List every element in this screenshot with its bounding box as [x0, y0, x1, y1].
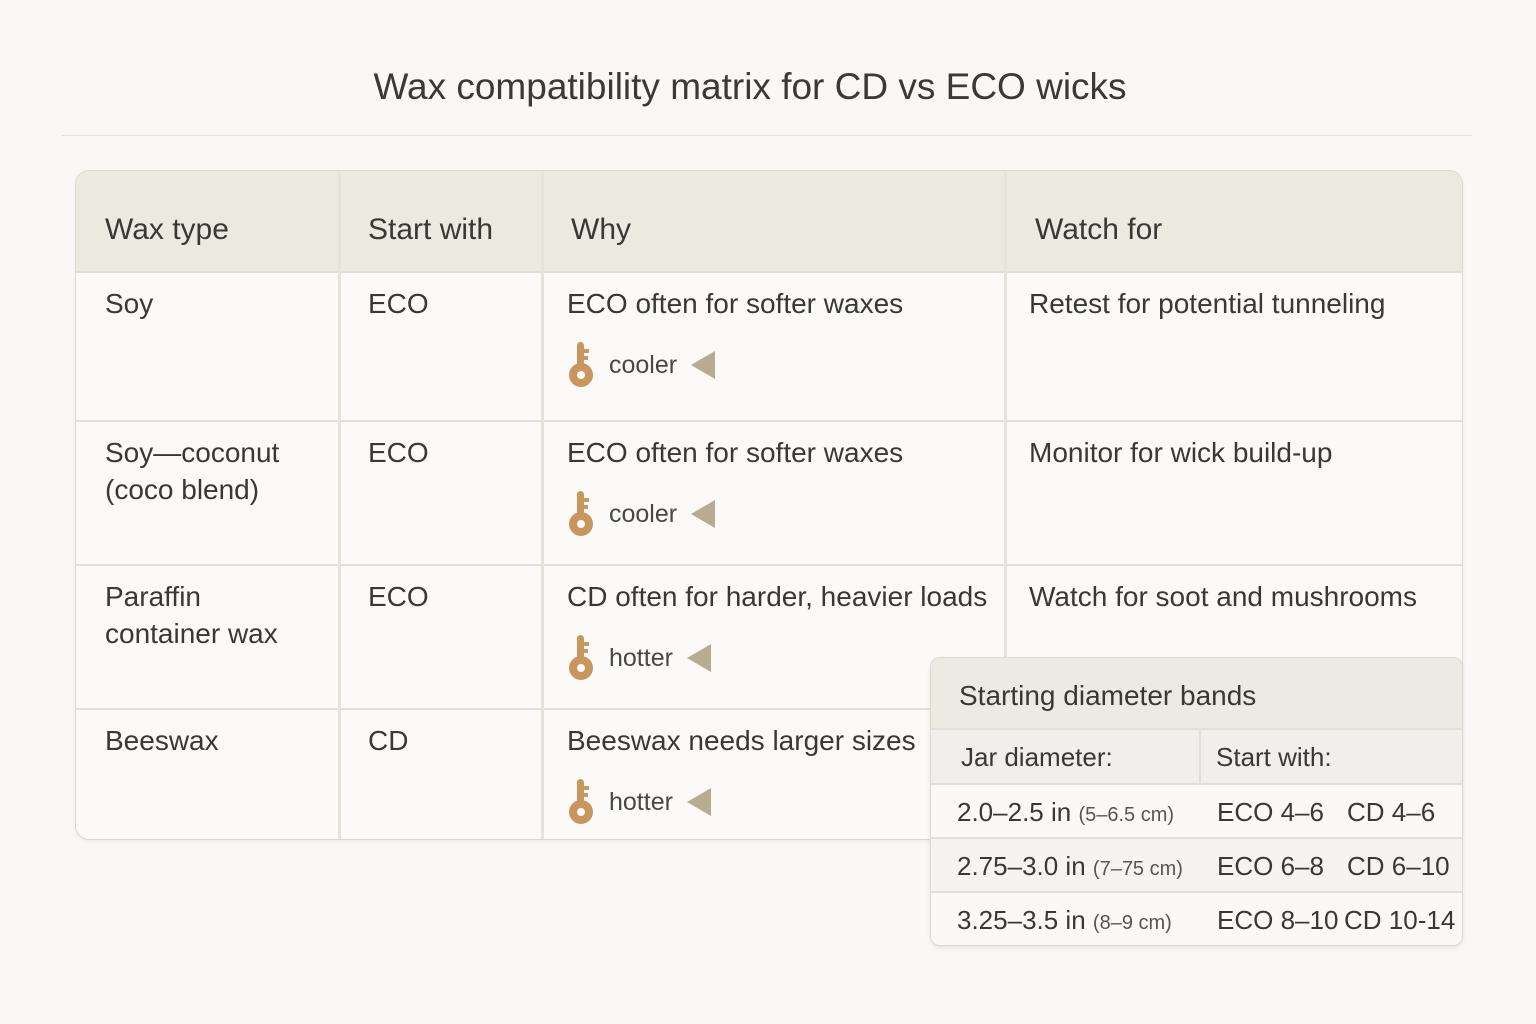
band-eco: ECO 4–6: [1217, 797, 1324, 827]
band-row: 2.0–2.5 in (5–6.5 cm) ECO 4–6 CD 4–6: [931, 783, 1462, 837]
cell-wax-type: Soy: [76, 271, 339, 420]
header-why: Why: [542, 171, 1006, 271]
header-wax-type: Wax type: [76, 171, 339, 271]
cell-wax-type: Soy—coconut (coco blend): [76, 420, 339, 564]
cell-start-with: ECO: [339, 420, 542, 564]
header-start-with: Start with:: [1216, 742, 1332, 772]
band-cd: CD 6–10: [1347, 851, 1450, 881]
band-diameter: 3.25–3.5 in (8–9 cm): [957, 905, 1172, 935]
header-jar-diameter: Jar diameter:: [961, 742, 1113, 772]
band-row: 2.75–3.0 in (7–75 cm) ECO 6–8 CD 6–10: [931, 837, 1462, 891]
triangle-left-icon: [691, 351, 716, 379]
why-text: ECO often for softer waxes: [567, 437, 904, 468]
why-text: Beeswax needs larger sizes: [567, 725, 916, 756]
bands-header-row: Jar diameter: Start with:: [931, 728, 1462, 783]
band-row: 3.25–3.5 in (8–9 cm) ECO 8–10 CD 10-14: [931, 891, 1462, 945]
temperature-tag: cooler: [567, 491, 1006, 537]
temperature-label: hotter: [609, 643, 673, 672]
temperature-tag: hotter: [567, 779, 1006, 825]
band-diameter: 2.0–2.5 in (5–6.5 cm): [957, 797, 1175, 827]
key-icon: [569, 342, 593, 387]
key-icon: [569, 491, 593, 536]
cell-why: ECO often for softer waxes cooler: [542, 420, 1006, 564]
cell-watch-for: Watch for soot and mushrooms: [1006, 564, 1462, 708]
cell-why: CD often for harder, heavier loads hotter: [542, 564, 1006, 708]
cell-watch-for: Retest for potential tunneling: [1006, 271, 1462, 420]
cell-start-with: ECO: [339, 564, 542, 708]
key-icon: [569, 779, 593, 824]
header-watch-for: Watch for: [1006, 171, 1462, 271]
compatibility-table: Wax type Start with Why Watch for Soy ECO…: [75, 170, 1463, 840]
why-text: CD often for harder, heavier loads: [567, 581, 988, 612]
cell-why: ECO often for softer waxes cooler: [542, 271, 1006, 420]
band-eco: ECO 6–8: [1217, 851, 1324, 881]
temperature-label: cooler: [609, 499, 678, 528]
temperature-label: hotter: [609, 787, 673, 816]
temperature-tag: hotter: [567, 635, 1006, 681]
column-divider: [338, 171, 341, 839]
triangle-left-icon: [686, 644, 711, 672]
why-text: ECO often for softer waxes: [567, 288, 904, 319]
temperature-label: cooler: [609, 350, 678, 379]
column-divider: [1004, 171, 1007, 839]
triangle-left-icon: [686, 788, 711, 816]
column-divider: [541, 171, 544, 839]
band-diameter: 2.75–3.0 in (7–75 cm): [957, 851, 1183, 881]
temperature-tag: cooler: [567, 342, 1006, 388]
bands-title: Starting diameter bands: [931, 658, 1462, 728]
key-icon: [569, 635, 593, 680]
cell-wax-type: Paraffin container wax: [76, 564, 339, 708]
cell-watch-for: Monitor for wick build-up: [1006, 420, 1462, 564]
header-start-with: Start with: [339, 171, 542, 271]
cell-wax-type: Beeswax: [76, 708, 339, 839]
page-title: Wax compatibility matrix for CD vs ECO w…: [373, 66, 1127, 107]
triangle-left-icon: [691, 500, 716, 528]
band-eco: ECO 8–10: [1217, 905, 1339, 935]
cell-start-with: ECO: [339, 271, 542, 420]
band-cd: CD 4–6: [1347, 797, 1436, 827]
diameter-bands-panel: Starting diameter bands Jar diameter: St…: [930, 657, 1463, 946]
cell-why: Beeswax needs larger sizes hotter: [542, 708, 1006, 839]
title-divider: [62, 135, 1472, 136]
band-cd: CD 10-14: [1344, 905, 1456, 935]
cell-start-with: CD: [339, 708, 542, 839]
